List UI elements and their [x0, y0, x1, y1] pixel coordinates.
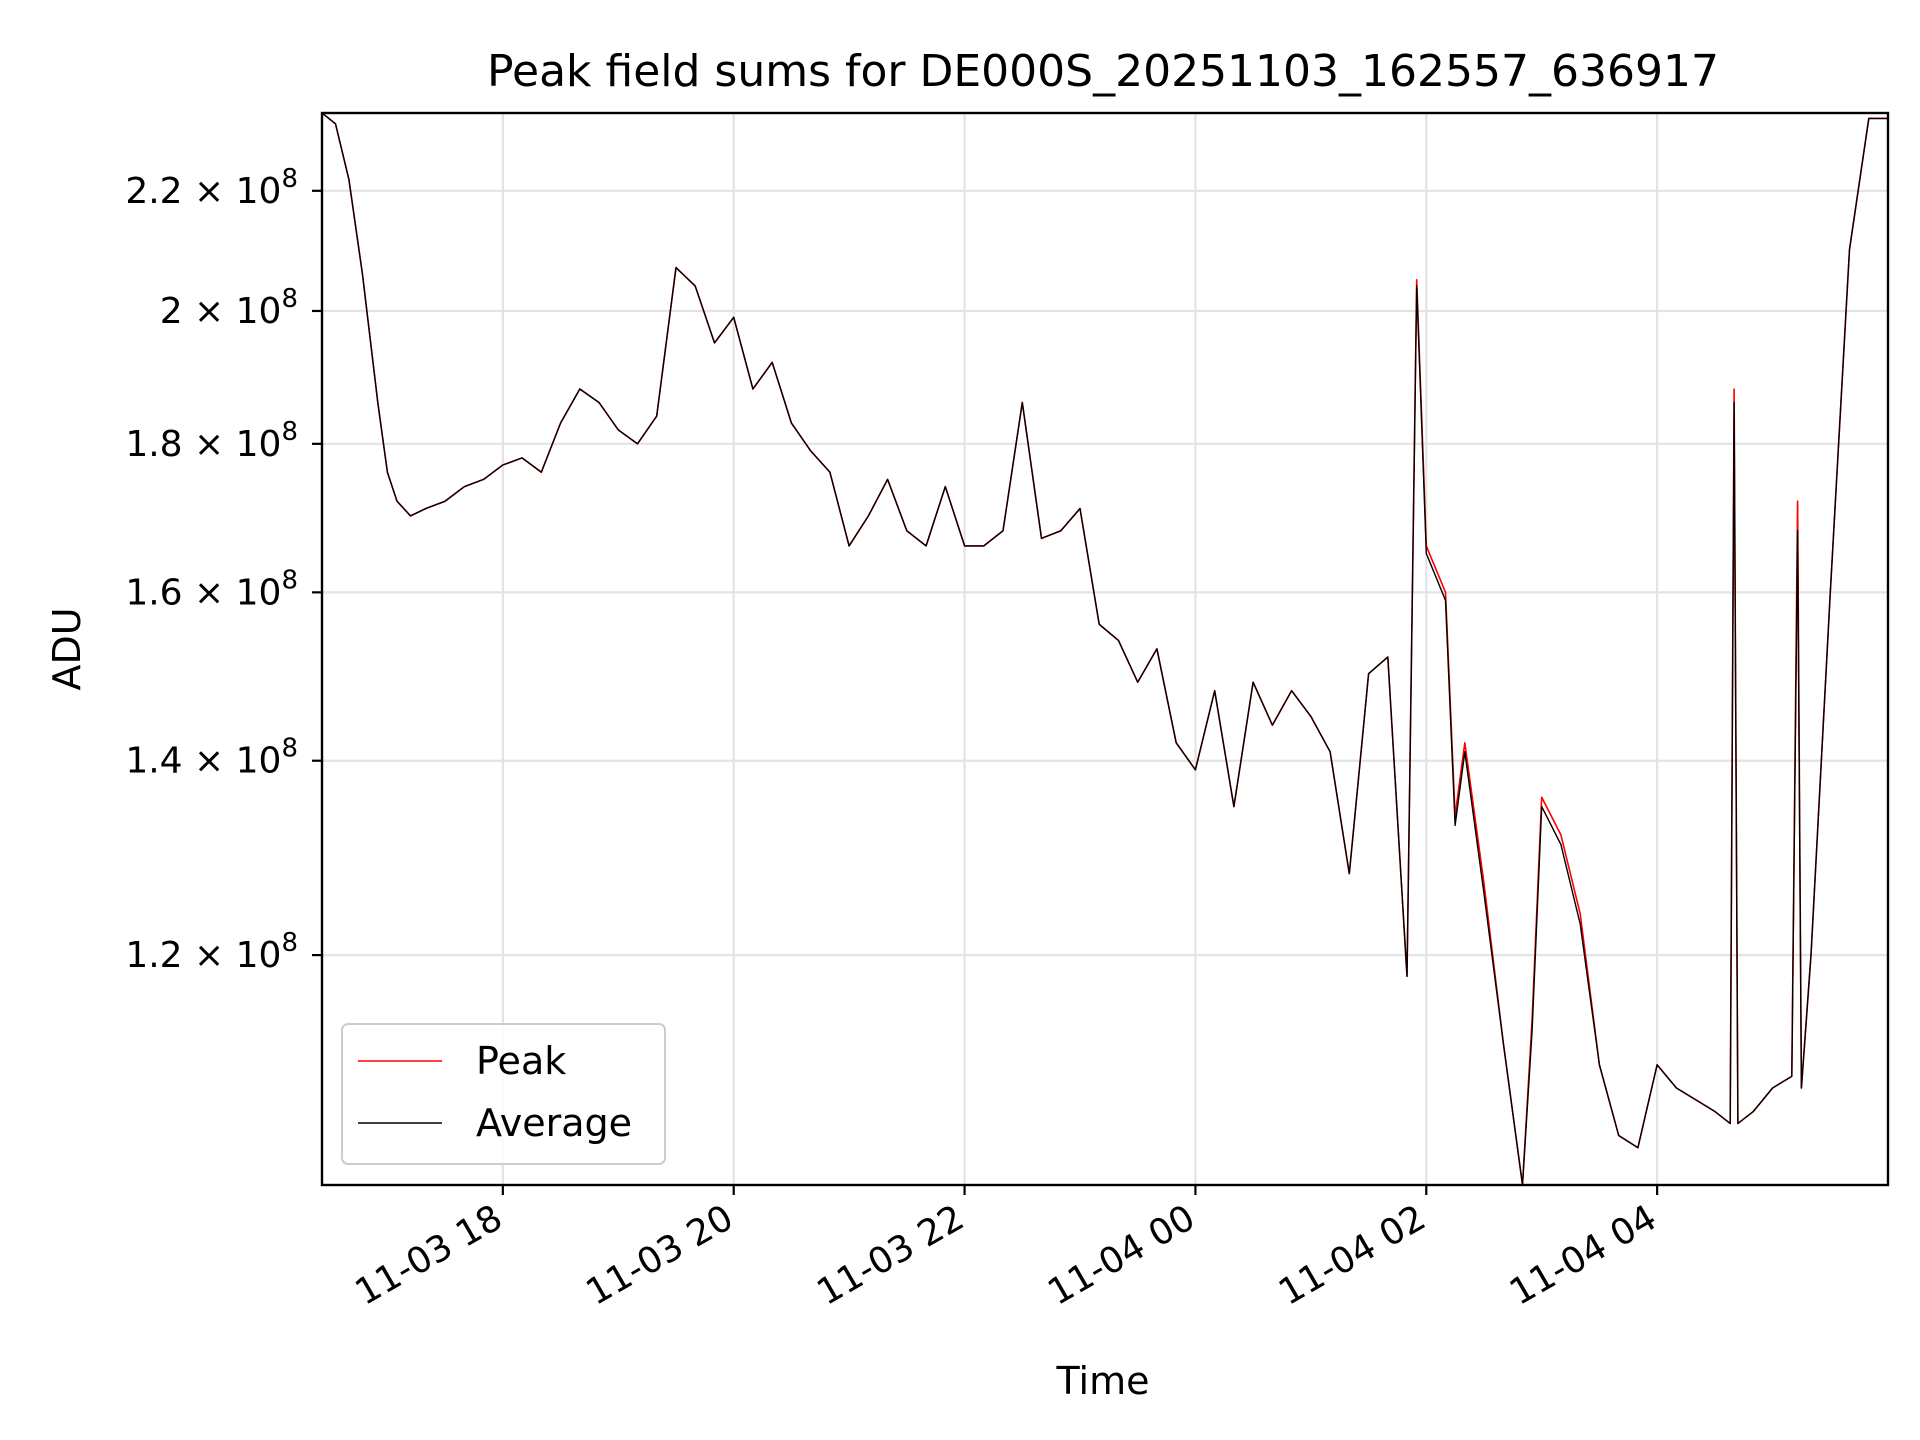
legend: Peak Average: [341, 1023, 666, 1165]
grid: [322, 113, 1888, 1185]
x-axis-label: Time: [1056, 1359, 1150, 1403]
y-tick-label: 2.2 × 108: [125, 164, 298, 212]
y-axis: 1.2 × 108 1.4 × 108 1.6 × 108 1.8 × 108 2 × …: [125, 164, 322, 976]
y-tick-label: 1.6 × 108: [125, 565, 298, 613]
legend-average-label: Average: [476, 1101, 632, 1145]
y-tick-label: 2 × 108: [160, 284, 298, 332]
legend-box: [341, 1023, 666, 1165]
chart-title: Peak field sums for DE000S_20251103_1625…: [487, 46, 1719, 97]
legend-peak-label: Peak: [476, 1039, 566, 1083]
y-tick-label: 1.2 × 108: [125, 928, 298, 976]
plot-frame: [320, 111, 1890, 1187]
series-lines: [322, 113, 1888, 1185]
y-tick-label: 1.8 × 108: [125, 417, 298, 465]
series-average-line: [322, 113, 1888, 1185]
y-axis-label: ADU: [45, 607, 89, 690]
y-tick-label: 1.4 × 108: [125, 734, 298, 782]
